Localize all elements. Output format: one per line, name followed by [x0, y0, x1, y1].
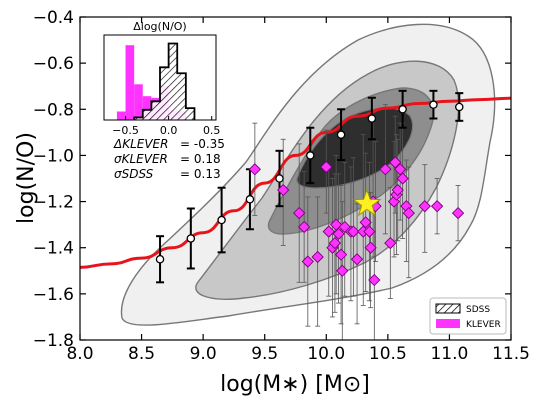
- klever-point: [301, 255, 314, 268]
- klever-point: [363, 225, 376, 238]
- stack-star-marker: [352, 188, 382, 217]
- klever-point: [293, 206, 306, 220]
- inset-klever-bar: [125, 45, 135, 121]
- plot-frame: [79, 16, 512, 341]
- klever-point: [277, 183, 290, 197]
- y-tick-label: −0.4: [33, 8, 74, 28]
- klever-point: [394, 163, 407, 176]
- x-tick-label: 10.0: [307, 344, 345, 364]
- inset-x-ticks: −0.5 0.0 0.5: [112, 116, 220, 137]
- inset-klever-bar: [116, 111, 126, 120]
- klever-point: [430, 200, 444, 213]
- inset-sdss-bar-fill: [160, 67, 169, 120]
- fit-curve-line: [80, 96, 511, 269]
- fit-curve-group: [80, 96, 511, 269]
- klever-point: [364, 241, 377, 254]
- y-tick-label: −1.6: [33, 285, 74, 305]
- sdss-median-point: [429, 100, 438, 109]
- y-axis-title: log(N/O): [14, 132, 39, 224]
- klever-point: [350, 253, 364, 266]
- klever-point: [347, 225, 360, 238]
- inset-sdss-bar-fill: [151, 101, 160, 120]
- sdss-median-point: [155, 254, 165, 264]
- inset-frame: [103, 34, 217, 121]
- sdss-median-point: [245, 195, 255, 204]
- klever-point: [336, 264, 349, 277]
- y-tick-label: −0.8: [33, 100, 74, 120]
- x-tick-label: 11.5: [492, 344, 530, 364]
- klever-point: [451, 206, 465, 220]
- x-axis-title: log(M∗) [M⊙]: [220, 372, 370, 397]
- klever-point: [389, 156, 402, 169]
- inset-title: Δlog(N/O): [133, 20, 186, 33]
- sdss-median-point: [275, 174, 284, 183]
- klever-point: [384, 236, 397, 250]
- sdss-median-point: [306, 151, 315, 160]
- legend-klever-swatch: [436, 319, 460, 328]
- x-tick-label: 11.0: [430, 344, 468, 364]
- y-tick-label: −1.2: [33, 193, 74, 213]
- sdss-median-point: [455, 102, 464, 112]
- inset-sdss-bar-fill: [168, 43, 178, 120]
- klever-point: [379, 163, 392, 176]
- sdss-median-point: [336, 130, 346, 139]
- x-tick-label: 10.5: [369, 344, 407, 364]
- x-axis-ticks: 8.0 8.5 9.0 9.5 10.0 10.5 11.0 11.5: [66, 17, 530, 364]
- inset-sdss-bar-fill: [142, 109, 152, 120]
- stat-delta-klever-value: = -0.35: [180, 137, 225, 151]
- inset-tick-label: 0.5: [203, 124, 221, 137]
- stat-sigma-klever-value: = 0.18: [180, 152, 221, 166]
- klever-point: [311, 250, 324, 264]
- y-tick-label: −1.8: [33, 331, 74, 351]
- x-tick-label: 8.0: [66, 344, 93, 364]
- klever-point: [297, 220, 311, 234]
- sdss-median-point: [186, 234, 196, 243]
- klever-point: [334, 248, 348, 261]
- x-tick-label: 9.0: [190, 344, 217, 364]
- legend-sdss-swatch: [435, 303, 461, 314]
- klever-point: [368, 273, 381, 287]
- klever-point: [248, 163, 261, 176]
- stat-sigma-sdss-label: σSDSS: [114, 167, 154, 181]
- inset-klever-bar: [142, 96, 152, 120]
- legend-sdss-label: SDSS: [466, 305, 490, 315]
- x-tick-label: 8.5: [128, 344, 155, 364]
- inset-klever-bar: [134, 84, 143, 120]
- inset-sdss-bar-fill: [134, 117, 143, 120]
- inset-tick-label: −0.5: [112, 124, 139, 137]
- y-tick-label: −1.0: [33, 146, 74, 166]
- klever-point: [328, 236, 342, 250]
- inset-statistics: ΔKLEVER = -0.35 σKLEVER = 0.18 σSDSS = 0…: [113, 137, 225, 181]
- klever-point: [402, 206, 415, 220]
- klever-point: [332, 227, 345, 241]
- stat-sigma-klever-label: σKLEVER: [114, 152, 168, 166]
- stat-delta-klever-label: ΔKLEVER: [113, 137, 168, 151]
- y-axis-ticks: −1.8 −1.6 −1.4 −1.2 −1.0 −0.8 −0.6 −0.4: [33, 8, 511, 351]
- klever-point: [330, 218, 343, 231]
- stat-sigma-sdss-value: = 0.13: [180, 167, 221, 181]
- inset-sdss-histogram: [133, 42, 196, 120]
- klever-point: [322, 225, 335, 238]
- legend-klever-label: KLEVER: [466, 320, 501, 330]
- klever-point: [320, 160, 333, 174]
- inset-sdss-step-outline: [133, 42, 196, 120]
- y-tick-label: −0.6: [33, 54, 74, 74]
- inset-histogram: Δlog(N/O) −0.5 0.0 0.5: [103, 20, 220, 137]
- klever-point: [418, 200, 431, 213]
- inset-sdss-bar-fill: [185, 108, 195, 120]
- sdss-median-point: [217, 215, 226, 225]
- sdss-median-point: [398, 105, 407, 114]
- sdss-median-points: [155, 89, 464, 284]
- inset-tick-label: 0.0: [160, 124, 178, 137]
- klever-point: [391, 183, 404, 197]
- klever-point: [396, 172, 409, 185]
- legend: SDSS KLEVER: [429, 297, 507, 335]
- x-tick-label: 9.5: [251, 344, 278, 364]
- inset-sdss-bar-fill: [177, 73, 186, 120]
- y-tick-label: −1.4: [33, 239, 74, 259]
- klever-point: [359, 216, 372, 229]
- sdss-median-point: [367, 114, 377, 123]
